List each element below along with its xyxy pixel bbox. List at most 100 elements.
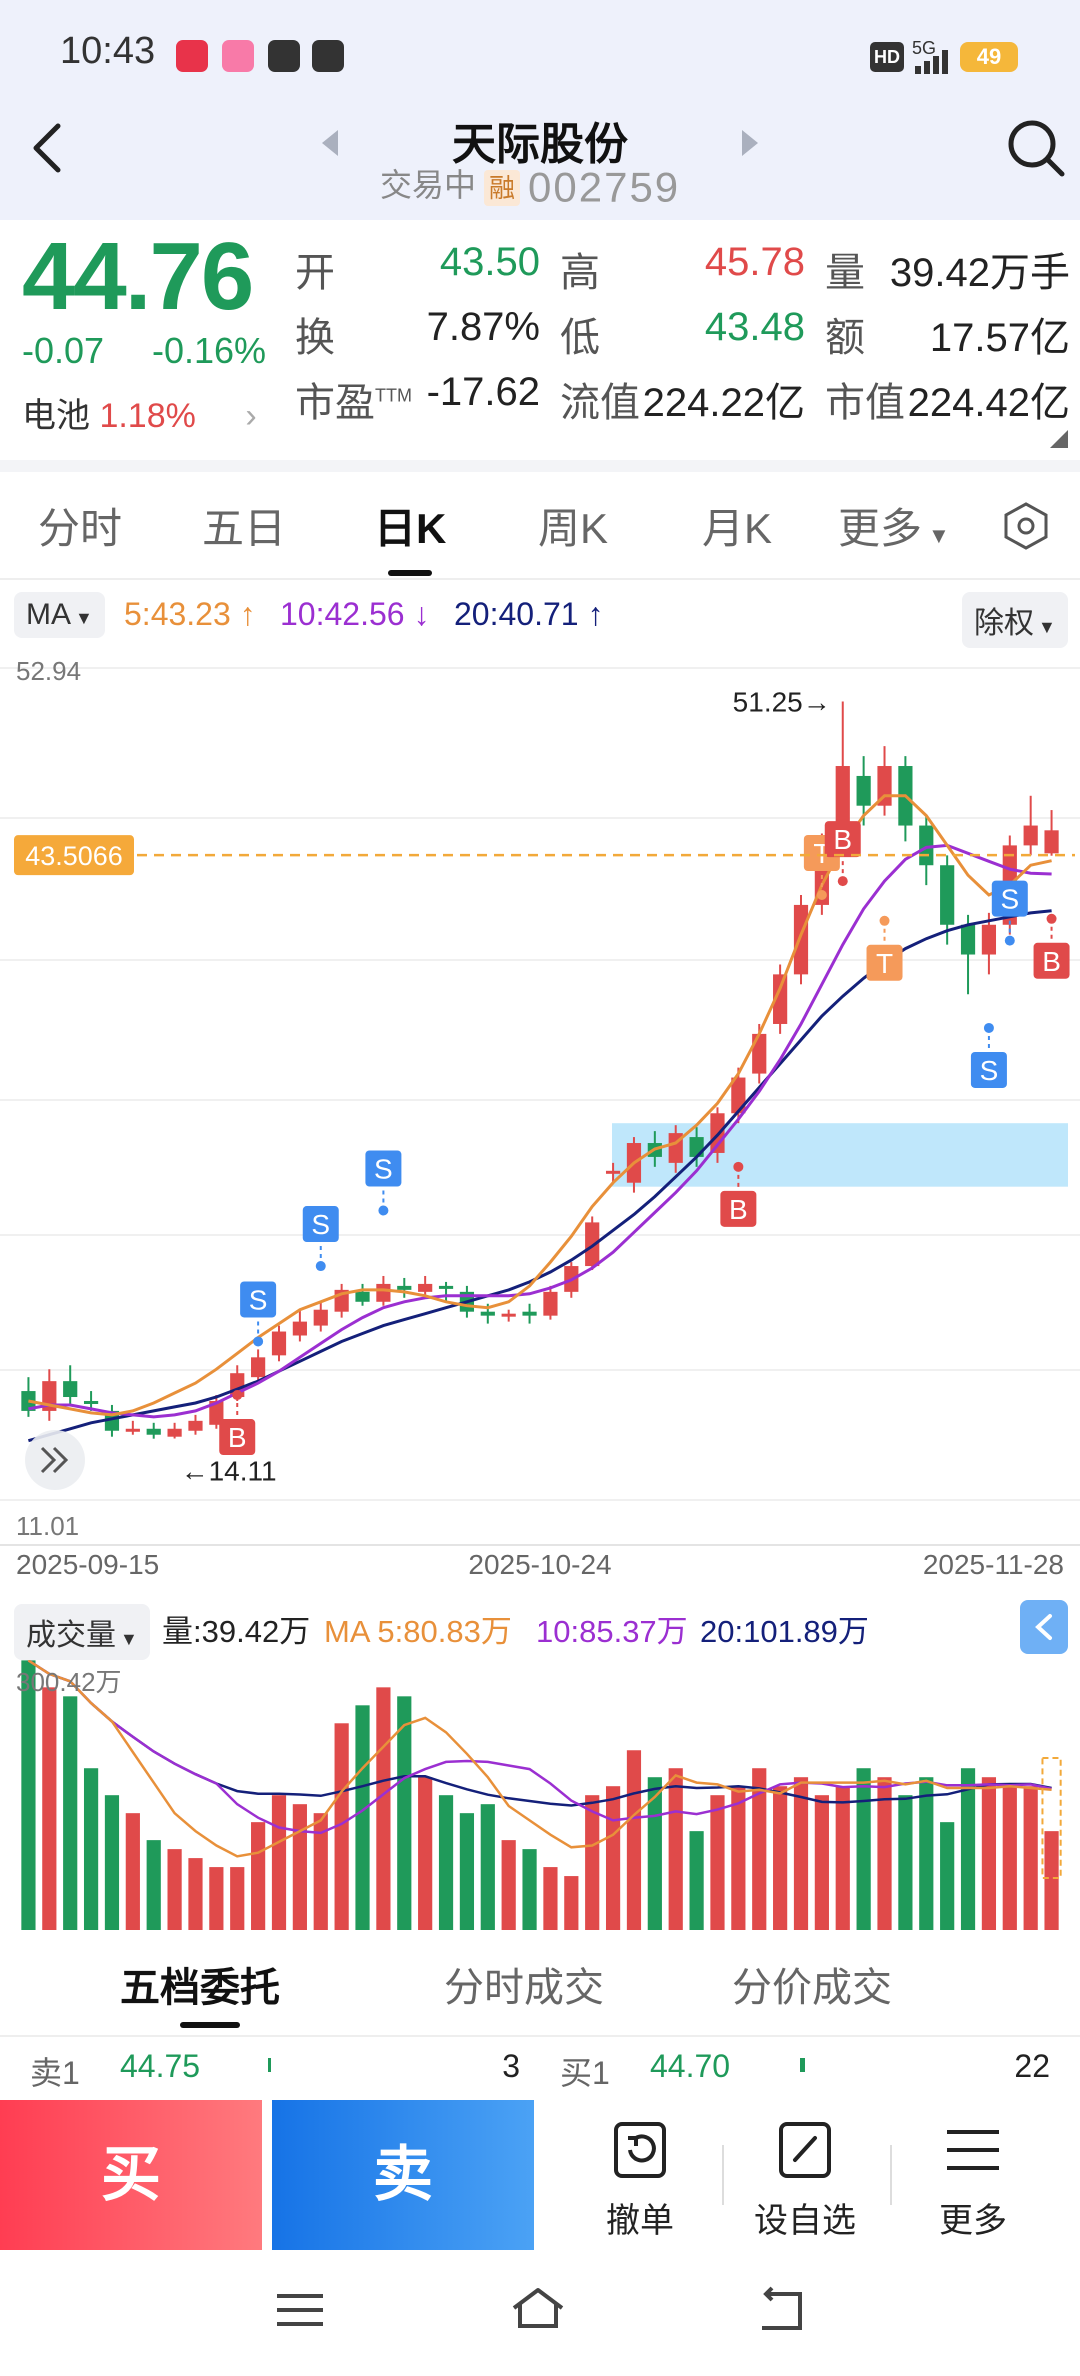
stock-name: 天际股份 — [452, 120, 628, 169]
tab-price-trades[interactable]: 分价成交 — [732, 1966, 892, 2010]
sell1-price: 44.75 — [120, 2048, 201, 2084]
status-time: 10:43 — [60, 30, 156, 72]
edit-icon — [779, 2122, 831, 2178]
volume-bar — [83, 1768, 99, 1930]
tab-order-book[interactable]: 五档委托 — [120, 1966, 280, 2010]
volume-bar — [919, 1777, 934, 1930]
signal-badge — [866, 944, 903, 981]
volume-bar — [564, 1876, 579, 1930]
x-axis-label: 2025-10-24 — [468, 1549, 611, 1580]
high-annotation: 51.25→ — [733, 687, 831, 718]
sell-button[interactable]: 卖 — [272, 2100, 534, 2250]
signal-badge — [720, 1190, 757, 1227]
volume-bar — [793, 1777, 809, 1930]
volume-bar — [522, 1849, 537, 1930]
candles — [21, 701, 1059, 1439]
nav-back-icon[interactable] — [754, 2286, 806, 2334]
tab-more[interactable]: 更多 ▼ — [838, 495, 950, 556]
buy1-bar — [800, 2058, 805, 2072]
volume-bar — [397, 1696, 412, 1930]
expand-corner-icon[interactable] — [1050, 430, 1068, 448]
chart-grid — [0, 667, 1080, 1546]
sector-pct: 1.18% — [99, 397, 196, 435]
tab-tick-trades[interactable]: 分时成交 — [444, 1966, 604, 2010]
price-axis-max: 52.94 — [16, 656, 81, 686]
volume-bar — [501, 1840, 516, 1930]
signal-dot — [378, 1205, 389, 1216]
volume-bar — [981, 1777, 997, 1930]
candle-body — [501, 1313, 516, 1317]
orderbook-tab-indicator — [180, 2022, 240, 2028]
orderbook-tabbar — [0, 1935, 1080, 2035]
ma-lines — [27, 794, 1052, 1443]
candle-body — [292, 1321, 307, 1336]
sell1-qty: 3 — [502, 2048, 520, 2084]
add-watchlist-button[interactable]: 设自选 — [730, 2120, 880, 2242]
open-label: 开 — [295, 251, 335, 295]
tab-monthly-k[interactable]: 月K — [702, 505, 773, 552]
orderbook-row — [0, 2035, 1080, 2100]
volume-value: 量:39.42万 — [162, 1614, 311, 1649]
open-value: 43.50 — [439, 240, 540, 284]
dropdown-arrow-icon: ▼ — [120, 1629, 138, 1649]
nav-home-icon[interactable] — [508, 2284, 568, 2332]
volume-ma10: 10:85.37万 — [536, 1614, 688, 1649]
volume-selector[interactable]: 成交量 ▼ — [14, 1604, 150, 1660]
volume-bar — [877, 1777, 892, 1930]
volume-ma5: MA 5:80.83万 — [324, 1614, 512, 1649]
buy-button[interactable]: 买 — [0, 2100, 262, 2250]
battery-icon: 49 — [960, 42, 1018, 72]
volume-bar — [271, 1795, 287, 1930]
signal-label: B — [729, 1194, 748, 1225]
tab-more-label: 更多 — [838, 505, 923, 552]
candle-body — [480, 1311, 495, 1316]
search-icon[interactable] — [1004, 116, 1068, 180]
volume-bar — [1023, 1786, 1038, 1930]
candle-body — [271, 1331, 287, 1356]
candle-body — [605, 1170, 621, 1174]
sector-link[interactable]: 电池 1.18% › — [22, 388, 257, 437]
signal-badge — [1033, 942, 1070, 979]
tab-intraday[interactable]: 分时 — [38, 505, 123, 552]
candle-body — [919, 825, 934, 866]
stock-subline: 交易中融 002759 — [380, 160, 680, 212]
price-change-pct: -0.16% — [152, 330, 267, 371]
collapse-panel-icon[interactable] — [1020, 1600, 1068, 1654]
hd-icon: HD — [870, 42, 904, 72]
volume-bar — [752, 1768, 767, 1930]
calendar-notification-icon — [312, 40, 344, 72]
expand-sidebar-icon — [40, 1446, 57, 1474]
menu-icon — [947, 2130, 999, 2170]
candle-body — [1023, 825, 1038, 846]
volume-bar — [731, 1786, 746, 1930]
cancel-order-button[interactable]: 撤单 — [565, 2120, 715, 2242]
signal-label: S — [311, 1209, 330, 1240]
amount-value: 17.57亿 — [929, 316, 1070, 360]
candle-body — [313, 1309, 328, 1326]
candle-body — [125, 1428, 140, 1432]
back-icon[interactable] — [22, 118, 72, 178]
ma-selector[interactable]: MA ▼ — [14, 592, 105, 638]
settings-hexagon-icon[interactable] — [1000, 500, 1052, 552]
signal-dot — [1004, 935, 1015, 946]
dropdown-arrow-icon: ▼ — [75, 608, 93, 628]
tab-five-day[interactable]: 五日 — [202, 505, 287, 552]
tab-weekly-k[interactable]: 周K — [538, 505, 609, 552]
x-axis-label: 2025-11-28 — [923, 1549, 1064, 1580]
signal-badge — [365, 1150, 402, 1187]
candle-body — [773, 974, 788, 1024]
next-stock-icon[interactable] — [738, 126, 762, 160]
adjust-selector[interactable]: 除权 ▼ — [962, 592, 1068, 648]
turnover-label: 换 — [295, 316, 335, 360]
undo-document-icon — [614, 2122, 666, 2178]
signal-badge — [302, 1206, 339, 1243]
more-button[interactable]: 更多 — [898, 2120, 1048, 2242]
volume-bar — [292, 1804, 307, 1930]
candle-body — [960, 924, 976, 955]
tab-daily-k[interactable]: 日K — [374, 505, 447, 552]
prev-stock-icon[interactable] — [318, 126, 342, 160]
nav-menu-icon[interactable] — [275, 2290, 325, 2330]
volume-bar — [167, 1849, 182, 1930]
